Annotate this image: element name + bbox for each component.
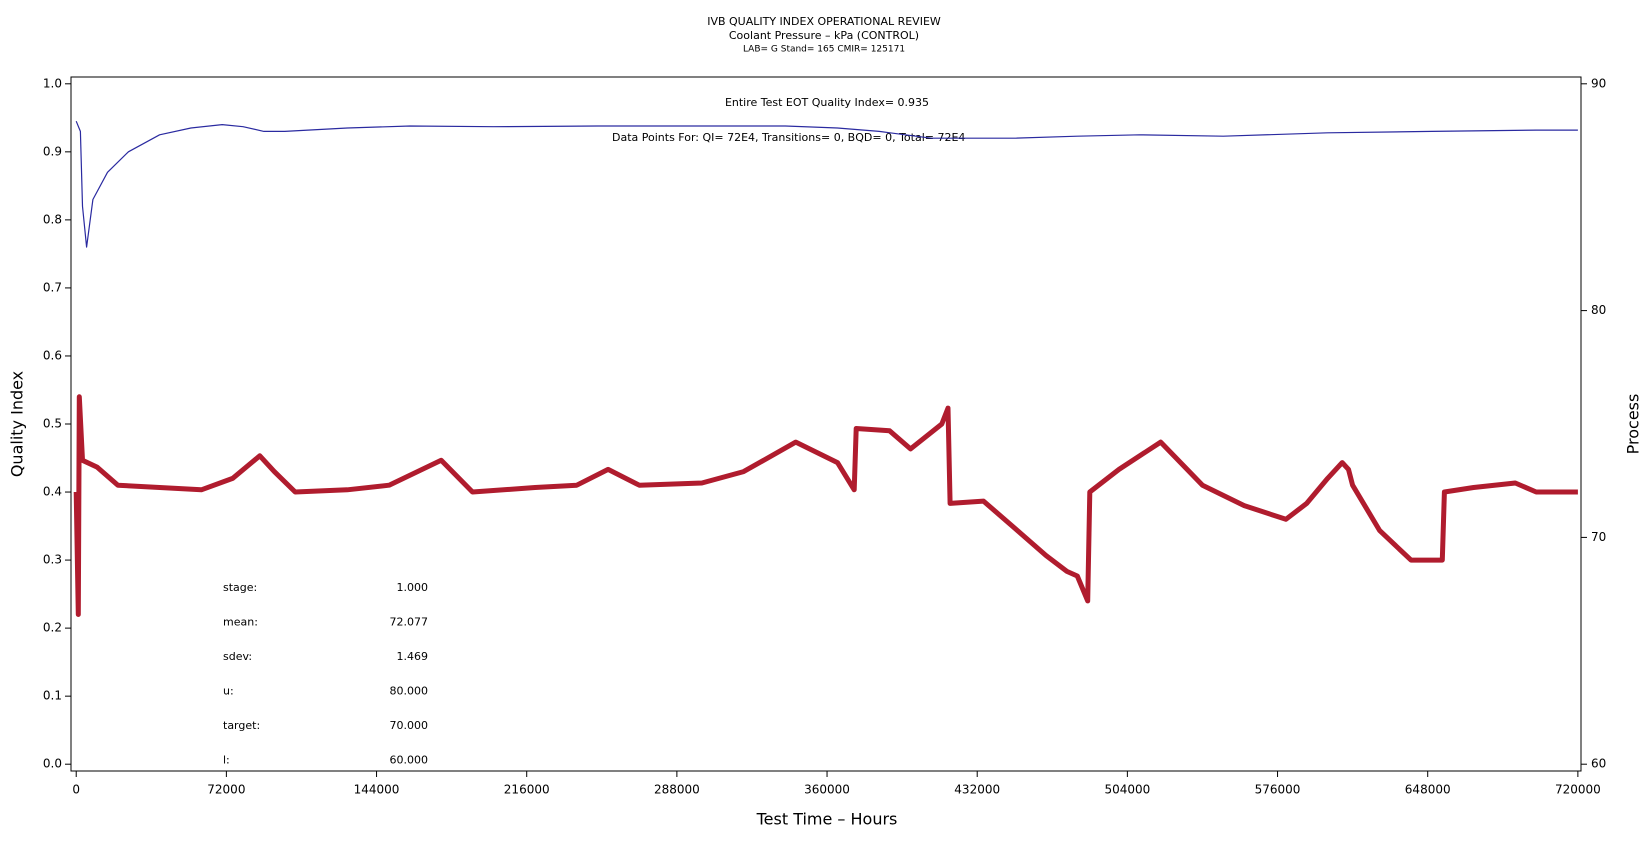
chart-subtitle: LAB= G Stand= 165 CMIR= 125171 [743, 45, 905, 55]
x-tick-label: 72000 [207, 783, 245, 797]
annotation: Data Points For: QI= 72E4, Transitions= … [612, 131, 965, 144]
x-tick-label: 720000 [1555, 783, 1601, 797]
x-tick-label: 360000 [804, 783, 850, 797]
y2-axis-title: Process [1624, 394, 1643, 455]
data-line [73, 394, 1578, 617]
y2-tick-label: 90 [1591, 76, 1606, 90]
y-tick-label: 0.9 [43, 144, 62, 158]
stat-value: 1.000 [397, 581, 429, 594]
y-tick-label: 0.5 [43, 417, 62, 431]
stat-label: stage: [223, 581, 257, 594]
y-tick-label: 0.7 [43, 280, 62, 294]
stat-label: l: [223, 754, 230, 767]
chart-title: IVB QUALITY INDEX OPERATIONAL REVIEW [707, 15, 941, 28]
stat-label: mean: [223, 616, 258, 629]
y-tick-label: 0.4 [43, 485, 62, 499]
y-tick-label: 0.8 [43, 212, 62, 226]
x-tick-label: 576000 [1255, 783, 1301, 797]
x-tick-label: 0 [72, 783, 80, 797]
stat-value: 80.000 [390, 685, 429, 698]
stat-label: target: [223, 719, 260, 732]
x-tick-label: 432000 [954, 783, 1000, 797]
y-tick-label: 1.0 [43, 76, 62, 90]
y2-tick-label: 80 [1591, 303, 1606, 317]
x-tick-label: 288000 [654, 783, 700, 797]
y-tick-label: 0.1 [43, 689, 62, 703]
x-tick-label: 216000 [504, 783, 550, 797]
data-line [75, 120, 1578, 248]
x-tick-label: 504000 [1104, 783, 1150, 797]
y-tick-label: 0.6 [43, 348, 62, 362]
x-axis-title: Test Time – Hours [756, 810, 898, 829]
stat-value: 60.000 [390, 754, 429, 767]
stat-label: sdev: [223, 650, 252, 663]
y-tick-label: 0.0 [43, 757, 62, 771]
y-tick-label: 0.2 [43, 621, 62, 635]
x-tick-label: 144000 [354, 783, 400, 797]
x-tick-label: 648000 [1405, 783, 1451, 797]
plot-frame [70, 76, 1582, 772]
y2-tick-label: 60 [1591, 757, 1606, 771]
stat-value: 1.469 [397, 650, 429, 663]
chart-subtitle: Coolant Pressure – kPa (CONTROL) [729, 29, 919, 42]
y-tick-label: 0.3 [43, 553, 62, 567]
stat-value: 72.077 [390, 616, 429, 629]
y2-tick-label: 70 [1591, 530, 1606, 544]
annotation: Entire Test EOT Quality Index= 0.935 [725, 96, 929, 109]
y-axis-title: Quality Index [8, 371, 27, 477]
stat-label: u: [223, 685, 234, 698]
stat-value: 70.000 [390, 719, 429, 732]
